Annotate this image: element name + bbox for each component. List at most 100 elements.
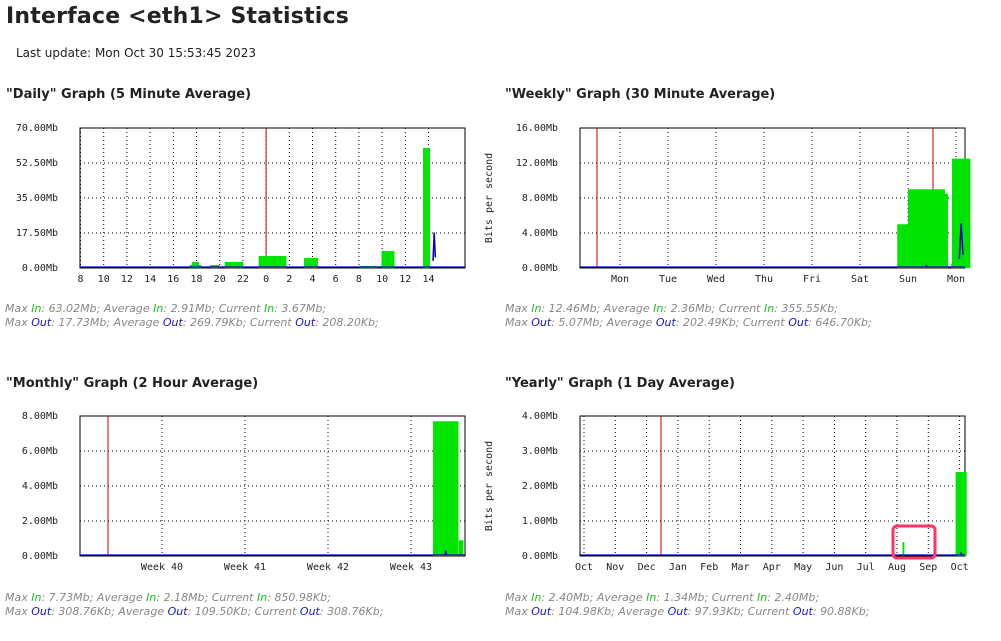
monthly-xtick-label: Week 43 [390, 562, 432, 573]
yearly-ytick-label: 1.00Mb [522, 516, 558, 527]
daily-avg-in: 2.91Mb [170, 302, 212, 315]
weekly-cur-in: 355.55Kb [781, 302, 835, 315]
monthly-xtick-label: Week 40 [141, 562, 183, 573]
daily-cur-out: 208.20Kb [322, 316, 376, 329]
yearly-stats-out: Max Out: 104.98Kb; Average Out: 97.93Kb;… [505, 605, 870, 618]
page-title: Interface <eth1> Statistics [6, 4, 350, 29]
yearly-cur-in: 2.40Mb [774, 591, 816, 604]
yearly-xtick-label: Jan [669, 562, 687, 573]
daily-stats-in: Max In: 63.02Mb; Average In: 2.91Mb; Cur… [5, 302, 327, 315]
yearly-cur-out: 90.88Kb [820, 605, 866, 618]
daily-in-area [423, 148, 430, 268]
daily-xtick-label: 10 [376, 274, 388, 285]
weekly-max-in: 12.46Mb [548, 302, 597, 315]
weekly-stats-in: Max In: 12.46Mb; Average In: 2.36Mb; Cur… [505, 302, 838, 315]
weekly-xtick-label: Fri [803, 274, 821, 285]
weekly-ytick-label: 12.00Mb [516, 158, 558, 169]
yearly-y-axis-label: Bits per second [484, 441, 495, 531]
monthly-plot-frame [79, 415, 466, 557]
weekly-graph-title: "Weekly" Graph (30 Minute Average) [505, 87, 776, 102]
daily-cur-in: 3.67Mb [281, 302, 323, 315]
daily-ytick-label: 17.50Mb [16, 228, 58, 239]
weekly-xtick-label: Mon [611, 274, 629, 285]
monthly-graph-title: "Monthly" Graph (2 Hour Average) [6, 376, 259, 391]
monthly-max-in: 7.73Mb [48, 591, 90, 604]
daily-in-area [224, 262, 244, 268]
daily-xtick-label: 0 [263, 274, 269, 285]
daily-xtick-label: 4 [309, 274, 315, 285]
daily-chart: 8 10 12 14 16 18 20 22 0 2 4 6 8 10 12 14 0.00Mb 17.50Mb 3… [16, 123, 466, 285]
weekly-stats-out: Max Out: 5.07Mb; Average Out: 202.49Kb; … [505, 316, 872, 329]
yearly-xtick-label: Nov [606, 562, 624, 573]
weekly-in-area [951, 158, 971, 268]
monthly-chart: Week 40 Week 41 Week 42 Week 43 0.00Mb 2.00Mb… [22, 411, 466, 573]
weekly-xtick-label: Thu [755, 274, 773, 285]
monthly-cur-in: 850.98Kb [274, 591, 328, 604]
yearly-highlight-box [891, 524, 937, 560]
yearly-xtick-label: Feb [700, 562, 718, 573]
weekly-xtick-label: Tue [659, 274, 677, 285]
weekly-stats: Max In: 12.46Mb; Average In: 2.36Mb; Cur… [505, 302, 872, 330]
yearly-chart: Oct Nov Dec Jan Feb Mar Apr May Jun Jul Aug Sep Oct 0… [484, 411, 969, 573]
weekly-ytick-label: 4.00Mb [522, 228, 558, 239]
daily-xtick-label: 2 [286, 274, 292, 285]
daily-in-area [381, 251, 395, 268]
monthly-ytick-label: 0.00Mb [22, 551, 58, 562]
daily-max-in: 63.02Mb [48, 302, 97, 315]
daily-stats-out: Max Out: 17.73Mb; Average Out: 269.79Kb;… [5, 316, 379, 329]
weekly-out-line [960, 223, 964, 255]
yearly-max-out: 104.98Kb [558, 605, 612, 618]
daily-ytick-label: 52.50Mb [16, 158, 58, 169]
yearly-xtick-label: Apr [763, 562, 781, 573]
monthly-ytick-label: 8.00Mb [22, 411, 58, 422]
daily-ytick-label: 70.00Mb [16, 123, 58, 134]
monthly-in-area [451, 542, 456, 556]
monthly-stats-out: Max Out: 308.76Kb; Average Out: 109.50Kb… [5, 605, 384, 618]
yearly-xtick-label: Jul [857, 562, 875, 573]
daily-xtick-label: 16 [167, 274, 179, 285]
daily-xtick-label: 18 [190, 274, 202, 285]
weekly-ytick-label: 8.00Mb [522, 193, 558, 204]
yearly-in-area [955, 472, 967, 556]
daily-in-area [265, 264, 280, 268]
yearly-xtick-label: Dec [638, 562, 656, 573]
monthly-xtick-label: Week 42 [307, 562, 349, 573]
weekly-xtick-label: Sun [899, 274, 917, 285]
daily-xtick-label: 22 [237, 274, 249, 285]
daily-in-area [192, 262, 199, 268]
daily-xtick-label: 8 [77, 274, 83, 285]
monthly-stats-in: Max In: 7.73Mb; Average In: 2.18Mb; Curr… [5, 591, 331, 604]
yearly-ytick-label: 2.00Mb [522, 481, 558, 492]
yearly-avg-in: 1.34Mb [663, 591, 705, 604]
yearly-stats-in: Max In: 2.40Mb; Average In: 1.34Mb; Curr… [505, 591, 820, 604]
yearly-stats: Max In: 2.40Mb; Average In: 1.34Mb; Curr… [505, 591, 869, 619]
weekly-ytick-label: 16.00Mb [516, 123, 558, 134]
weekly-in-area [939, 263, 945, 268]
daily-in-area [304, 258, 318, 268]
yearly-ytick-label: 3.00Mb [522, 446, 558, 457]
weekly-xtick-label: Mon [947, 274, 965, 285]
yearly-in-area [902, 542, 905, 556]
weekly-y-axis-label: Bits per second [484, 153, 495, 243]
monthly-max-out: 308.76Kb [58, 605, 112, 618]
yearly-xtick-label: Oct [951, 562, 969, 573]
monthly-ytick-label: 6.00Mb [22, 446, 58, 457]
daily-stats: Max In: 63.02Mb; Average In: 2.91Mb; Cur… [5, 302, 379, 330]
yearly-avg-out: 97.93Kb [694, 605, 741, 618]
monthly-stats: Max In: 7.73Mb; Average In: 2.18Mb; Curr… [5, 591, 383, 619]
yearly-xtick-label: Aug [888, 562, 906, 573]
daily-xtick-label: 10 [98, 274, 110, 285]
monthly-out-line [445, 550, 447, 555]
yearly-ytick-label: 0.00Mb [522, 551, 558, 562]
monthly-avg-in: 2.18Mb [163, 591, 205, 604]
yearly-xtick-label: Sep [919, 562, 937, 573]
daily-graph-title: "Daily" Graph (5 Minute Average) [6, 87, 252, 102]
monthly-xtick-label: Week 41 [224, 562, 266, 573]
daily-ytick-label: 0.00Mb [22, 263, 58, 274]
yearly-xtick-label: May [794, 562, 812, 573]
monthly-ytick-label: 4.00Mb [22, 481, 58, 492]
weekly-avg-out: 202.49Kb [683, 316, 736, 329]
yearly-xtick-label: Jun [825, 562, 843, 573]
daily-avg-out: 269.79Kb [190, 316, 243, 329]
weekly-ytick-label: 0.00Mb [522, 263, 558, 274]
